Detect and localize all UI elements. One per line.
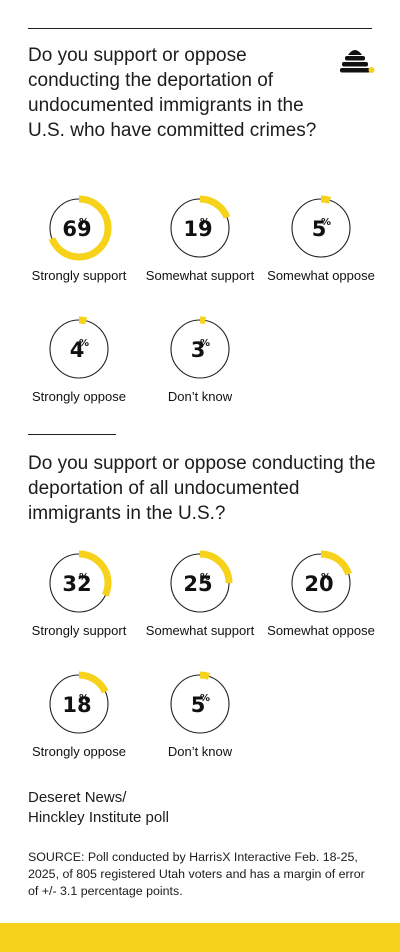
credit-line-2: Hinckley Institute poll xyxy=(28,809,169,826)
donut-2-strongly-oppose: 18% Strongly oppose xyxy=(32,671,126,759)
ring-value: 19 xyxy=(183,217,212,241)
ring-percent-symbol: % xyxy=(79,693,89,704)
ring-percent-symbol: % xyxy=(79,338,89,349)
ring-label: Somewhat support xyxy=(146,268,255,283)
ring-arc xyxy=(288,550,354,616)
ring-label: Strongly support xyxy=(32,623,127,638)
ring-label: Somewhat oppose xyxy=(267,623,375,638)
question-title-2: Do you support or oppose conducting the … xyxy=(28,453,376,524)
credit: Deseret News/ Hinckley Institute poll xyxy=(28,788,169,828)
ring-percent-symbol: % xyxy=(200,572,210,583)
ring-percent-symbol: % xyxy=(321,572,331,583)
ring-value: 32 xyxy=(62,572,91,596)
donut-1-somewhat-oppose: 5% Somewhat oppose xyxy=(267,195,375,283)
ring-percent-symbol: % xyxy=(200,217,210,228)
footer-accent-bar xyxy=(0,923,400,952)
question-title-1: Do you support or oppose conducting the … xyxy=(28,45,317,141)
ring-value: 3 xyxy=(191,338,206,362)
ring-label: Strongly oppose xyxy=(32,744,126,759)
ring-arc xyxy=(167,671,233,737)
donut-1-strongly-oppose: 4% Strongly oppose xyxy=(32,316,126,404)
ring-arc xyxy=(288,195,354,261)
ring-percent-symbol: % xyxy=(200,338,210,349)
donut-1-somewhat-support: 19% Somewhat support xyxy=(146,195,255,283)
top-divider xyxy=(28,28,372,29)
ring-arc xyxy=(46,550,112,616)
ring-value: 69 xyxy=(62,217,91,241)
ring-arc xyxy=(167,316,233,382)
ring-percent-symbol: % xyxy=(79,572,89,583)
ring-label: Don’t know xyxy=(168,744,233,759)
credit-line-1: Deseret News/ xyxy=(28,789,127,806)
ring-arc xyxy=(46,671,112,737)
donut-2-strongly-support: 32% Strongly support xyxy=(32,550,127,638)
ring-value: 5 xyxy=(312,217,327,241)
donut-1-strongly-support: 69% Strongly support xyxy=(32,195,127,283)
donut-1-don-t-know: 3% Don’t know xyxy=(167,316,233,404)
ring-label: Strongly oppose xyxy=(32,389,126,404)
ring-label: Somewhat oppose xyxy=(267,268,375,283)
ring-value: 20 xyxy=(304,572,333,596)
donut-2-somewhat-oppose: 20% Somewhat oppose xyxy=(267,550,375,638)
ring-percent-symbol: % xyxy=(79,217,89,228)
ring-value: 25 xyxy=(183,572,212,596)
ring-percent-symbol: % xyxy=(200,693,210,704)
ring-label: Strongly support xyxy=(32,268,127,283)
ring-arc xyxy=(167,550,233,616)
section-divider xyxy=(28,434,116,435)
ring-percent-symbol: % xyxy=(321,217,331,228)
ring-arc xyxy=(167,195,233,261)
donut-2-don-t-know: 5% Don’t know xyxy=(167,671,233,759)
ring-arc xyxy=(46,316,112,382)
donut-chart-group-2: 32% Strongly support 25% Somewhat support 20… xyxy=(32,550,375,759)
source-note: SOURCE: Poll conducted by HarrisX Intera… xyxy=(28,850,365,898)
ring-value: 4 xyxy=(70,338,85,362)
ring-value: 5 xyxy=(191,693,206,717)
beehive-icon xyxy=(340,50,375,73)
ring-value: 18 xyxy=(62,693,91,717)
donut-2-somewhat-support: 25% Somewhat support xyxy=(146,550,255,638)
donut-chart-group-1: 69% Strongly support 19% Somewhat support 5%… xyxy=(32,195,375,404)
ring-label: Somewhat support xyxy=(146,623,255,638)
ring-label: Don’t know xyxy=(168,389,233,404)
ring-arc xyxy=(46,195,112,261)
